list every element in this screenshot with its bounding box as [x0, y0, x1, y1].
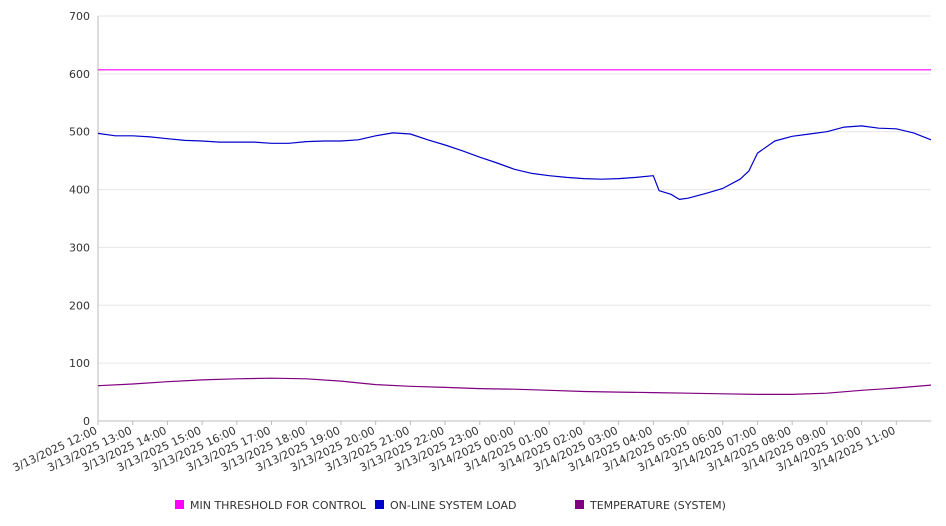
y-tick-label: 700 — [69, 10, 90, 23]
legend-label: ON-LINE SYSTEM LOAD — [390, 499, 516, 512]
y-tick-label: 0 — [83, 415, 90, 428]
legend-swatch — [575, 500, 584, 509]
series-line-1 — [97, 125, 932, 200]
series-line-2 — [97, 377, 932, 395]
legend-swatch — [175, 500, 184, 509]
legend-label: MIN THRESHOLD FOR CONTROL — [190, 499, 367, 512]
legend: MIN THRESHOLD FOR CONTROL ON-LINE SYSTEM … — [175, 499, 726, 512]
legend-label: TEMPERATURE (SYSTEM) — [589, 499, 726, 512]
y-tick-label: 100 — [69, 357, 90, 370]
y-tick-label: 400 — [69, 184, 90, 197]
x-axis: 3/13/2025 12:003/13/2025 13:003/13/2025 … — [11, 420, 931, 474]
y-axis: 0 100 200 300 400 500 600 700 — [69, 10, 99, 428]
y-tick-label: 600 — [69, 68, 90, 81]
series-layer — [97, 69, 932, 395]
y-tick-label: 300 — [69, 241, 90, 254]
legend-swatch — [375, 500, 384, 509]
gridlines — [98, 15, 931, 422]
y-tick-label: 500 — [69, 126, 90, 139]
y-tick-label: 200 — [69, 299, 90, 312]
